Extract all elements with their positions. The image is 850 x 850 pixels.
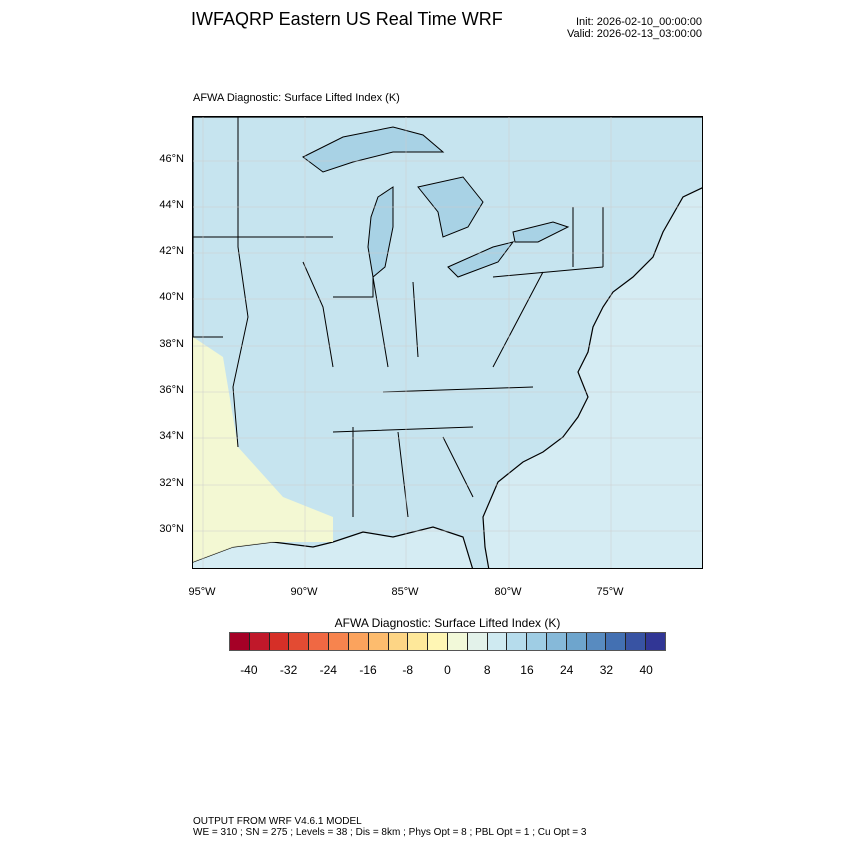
colorbar-swatch [249,633,270,650]
colorbar-swatch [348,633,369,650]
valid-time: Valid: 2026-02-13_03:00:00 [567,28,702,40]
lat-label: 40°N [159,291,184,303]
colorbar-swatch [309,633,330,650]
lake-ontario [512,221,570,243]
colorbar-swatch [230,633,250,650]
colorbar-swatch [586,633,607,650]
lat-label: 44°N [159,199,184,211]
lat-label: 32°N [159,477,184,489]
map-panel [192,116,703,569]
field-title: AFWA Diagnostic: Surface Lifted Index (K… [193,92,400,104]
plot-title: IWFAQRP Eastern US Real Time WRF [191,9,503,29]
colorbar-tick-label: -8 [402,663,414,677]
lake-erie [447,241,515,278]
colorbar-tick-label: 24 [559,663,574,677]
lat-label: 30°N [159,523,184,535]
init-time: Init: 2026-02-10_00:00:00 [576,16,702,28]
colorbar-swatch [507,633,528,650]
colorbar-swatch [368,633,389,650]
colorbar-swatch [606,633,627,650]
colorbar-swatch [269,633,290,650]
lon-label: 95°W [188,586,216,598]
colorbar-swatch [428,633,448,650]
colorbar-swatch [626,633,647,650]
colorbar-tick-label: -16 [359,663,377,677]
colorbar-tick-label: 32 [599,663,614,677]
colorbar-swatch [329,633,349,650]
colorbar-swatch [646,633,665,650]
colorbar-tick-label: -32 [279,663,298,677]
colorbar-swatch [289,633,310,650]
colorbar-swatch [447,633,468,650]
lake-michigan [367,186,394,278]
colorbar-swatch [388,633,409,650]
lat-label: 34°N [159,430,184,442]
lat-label: 38°N [159,338,184,350]
map-svg [193,117,702,568]
lon-label: 75°W [596,586,624,598]
land-area [193,117,702,568]
colorbar-swatch [487,633,508,650]
colorbar-tick-label: -24 [319,663,337,677]
lon-label: 85°W [391,586,419,598]
lat-label: 46°N [159,153,184,165]
warm-region [193,337,333,562]
lat-label: 42°N [159,245,184,257]
lon-label: 90°W [290,586,318,598]
colorbar-tick-label: 8 [483,663,491,677]
lat-label: 36°N [159,384,184,396]
colorbar [229,632,666,651]
colorbar-tick-label: -40 [240,663,258,677]
colorbar-swatch [566,633,587,650]
state-borders [193,117,604,518]
lon-label: 80°W [494,586,522,598]
graticule [193,117,702,568]
footer-model: OUTPUT FROM WRF V4.6.1 MODEL [193,816,362,827]
colorbar-title: AFWA Diagnostic: Surface Lifted Index (K… [334,616,561,630]
colorbar-tick-label: 0 [444,663,451,677]
colorbar-tick-label: 16 [520,663,534,677]
colorbar-swatch [408,633,429,650]
colorbar-tick-label: 40 [639,663,653,677]
colorbar-swatch [547,633,567,650]
colorbar-swatch [527,633,547,650]
colorbar-swatch [467,633,488,650]
footer-config: WE = 310 ; SN = 275 ; Levels = 38 ; Dis … [193,827,587,838]
